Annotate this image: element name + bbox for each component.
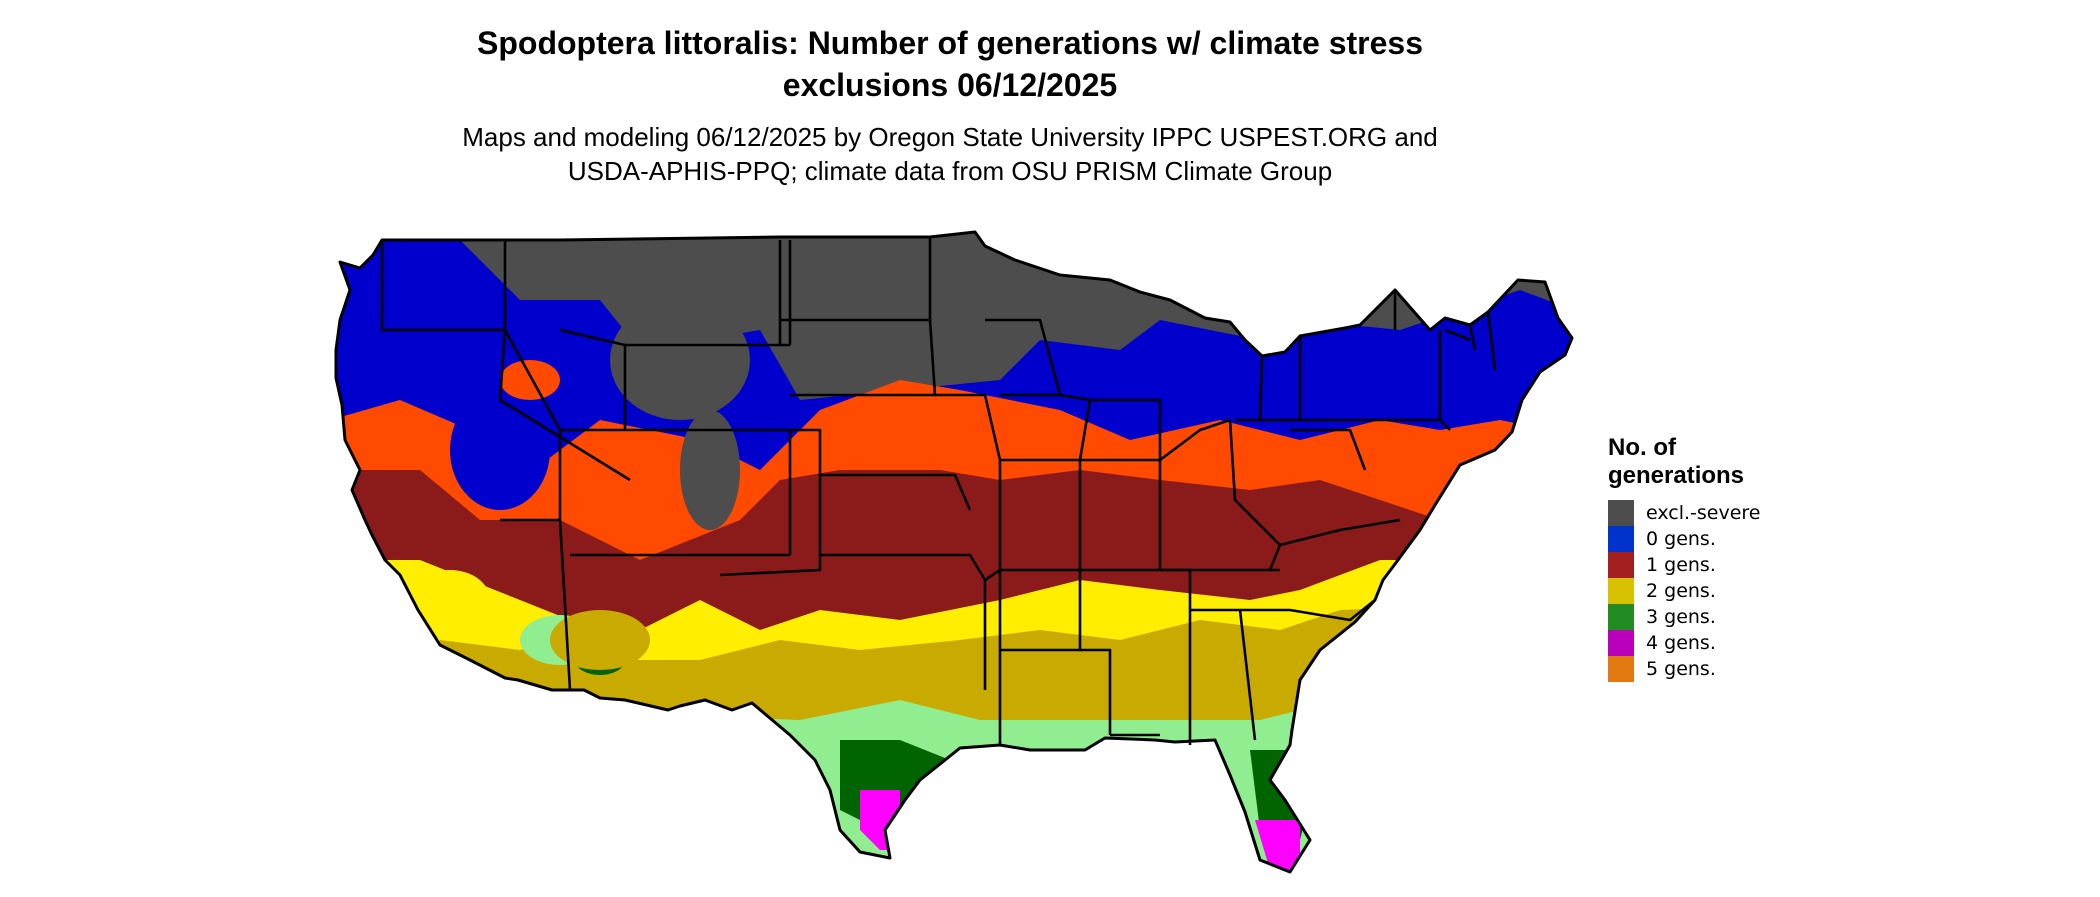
- state-border: [558, 519, 572, 691]
- state-border: [498, 329, 631, 482]
- state-border: [1080, 398, 1162, 462]
- legend-label: excl.-severe: [1646, 502, 1761, 524]
- state-border: [1289, 598, 1376, 622]
- map-subtitle: Maps and modeling 06/12/2025 by Oregon S…: [330, 120, 1570, 188]
- legend-title-line1: No. of: [1608, 434, 1676, 461]
- legend-title: No. of generations: [1608, 434, 1808, 490]
- state-border: [1258, 355, 1264, 421]
- map-title-line1: Spodoptera littoralis: Number of generat…: [477, 25, 1423, 61]
- zone-excluded-rockies: [610, 300, 750, 420]
- state-border: [1238, 609, 1257, 741]
- state-border: [1290, 428, 1367, 471]
- legend-item-excluded: excl.-severe: [1608, 500, 1808, 526]
- us-outline: [334, 230, 1574, 874]
- legend-swatch: [1608, 604, 1634, 630]
- legend-title-line2: generations: [1608, 462, 1745, 489]
- legend-item-2-gens: 2 gens.: [1608, 578, 1808, 604]
- legend-label: 5 gens.: [1646, 658, 1716, 680]
- state-border: [820, 473, 972, 511]
- state-border: [985, 318, 1062, 397]
- zone-1-gens-light-oregon: [500, 360, 560, 400]
- zone-excluded-nevada: [680, 410, 740, 530]
- state-border: [1486, 311, 1497, 371]
- map-subtitle-line1: Maps and modeling 06/12/2025 by Oregon S…: [462, 122, 1438, 152]
- legend-item-0-gens: 0 gens.: [1608, 526, 1808, 552]
- state-border: [1228, 419, 1282, 571]
- state-border: [1444, 328, 1471, 342]
- legend-swatch: [1608, 578, 1634, 604]
- legend-swatch: [1608, 656, 1634, 682]
- zone-4-gens-fl: [1255, 820, 1300, 870]
- legend-label: 2 gens.: [1646, 580, 1716, 602]
- legend-label: 0 gens.: [1646, 528, 1716, 550]
- state-border: [1468, 324, 1477, 351]
- state-border: [1159, 418, 1231, 462]
- zone-2-gens-southwest: [410, 570, 490, 630]
- map-subtitle-line2: USDA-APHIS-PPQ; climate data from OSU PR…: [567, 156, 1333, 186]
- state-border: [790, 428, 940, 557]
- state-border: [940, 553, 987, 690]
- zone-2-gens-arizona: [550, 610, 650, 670]
- state-border: [1279, 518, 1401, 547]
- map-title-line2: exclusions 06/12/2025: [782, 67, 1118, 103]
- legend-swatch: [1608, 552, 1634, 578]
- legend-label: 1 gens.: [1646, 554, 1716, 576]
- legend-swatch: [1608, 526, 1634, 552]
- map-legend: No. of generations excl.-severe 0 gens. …: [1608, 434, 1808, 682]
- state-border: [935, 393, 1002, 555]
- legend-label: 3 gens.: [1646, 606, 1716, 628]
- zone-3-gens-light: [336, 700, 1572, 872]
- zone-0-gens-great-basin: [450, 390, 550, 510]
- state-border: [1080, 648, 1112, 735]
- legend-swatch: [1608, 500, 1634, 526]
- legend-swatch: [1608, 630, 1634, 656]
- legend-item-1-gens: 1 gens.: [1608, 552, 1808, 578]
- legend-item-4-gens: 4 gens.: [1608, 630, 1808, 656]
- legend-item-3-gens: 3 gens.: [1608, 604, 1808, 630]
- legend-item-5-gens: 5 gens.: [1608, 656, 1808, 682]
- state-border: [719, 555, 822, 577]
- legend-items: excl.-severe 0 gens. 1 gens. 2 gens. 3 g…: [1608, 500, 1808, 682]
- legend-label: 4 gens.: [1646, 632, 1716, 654]
- state-border: [380, 240, 505, 332]
- map-title: Spodoptera littoralis: Number of generat…: [330, 22, 1570, 106]
